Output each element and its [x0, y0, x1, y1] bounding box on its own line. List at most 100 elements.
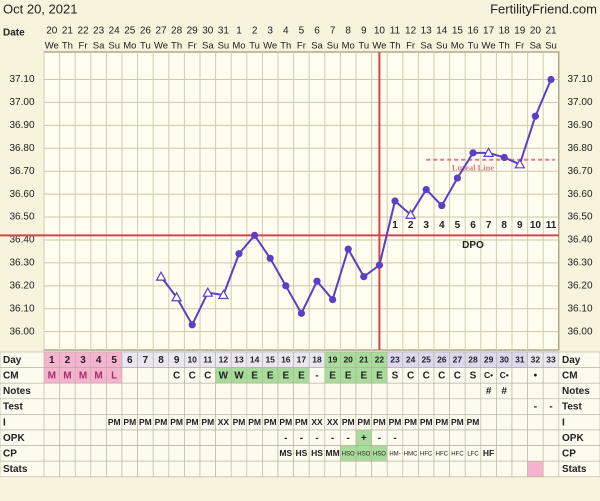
y-tick-label: 36.50 [9, 212, 34, 223]
table-cell [527, 429, 544, 446]
cell-text: 17 [297, 355, 307, 365]
table-cell [277, 398, 294, 415]
row-label: Stats [3, 464, 28, 475]
row-label: OPK [562, 433, 584, 444]
x-tick-label: 15 [452, 26, 464, 37]
table-cell [371, 460, 388, 478]
temperature-point [375, 261, 383, 269]
table-cell [152, 429, 170, 446]
cell-text: 3 [80, 355, 86, 366]
temperature-point [313, 277, 321, 285]
temperature-point [171, 291, 183, 302]
temperature-point [500, 153, 508, 162]
table-cell [246, 398, 263, 415]
cell-text: 5 [111, 355, 117, 366]
table-cell [464, 460, 482, 478]
x-tick-label: 4 [283, 26, 289, 37]
table-cell [106, 460, 123, 478]
cell-text: E [360, 371, 367, 382]
cell-text: 13 [234, 355, 244, 365]
cell-text: 30 [499, 355, 509, 365]
table-cell [43, 398, 60, 415]
cell-text: - [284, 433, 287, 444]
table-cell [90, 398, 107, 415]
x-tick-label: 20 [530, 26, 542, 37]
cell-text: M [63, 371, 71, 382]
weekday-label: We [372, 41, 386, 52]
cell-text: E [329, 371, 336, 382]
table-cell [230, 429, 248, 446]
weekday-label: Sa [202, 41, 214, 52]
cell-text: PM [420, 417, 433, 427]
y-tick-label: 36.00 [567, 326, 592, 337]
temperature-point [405, 209, 417, 219]
cell-text: HMC [404, 451, 418, 457]
table-cell [199, 382, 216, 400]
table-cell [90, 429, 107, 446]
cell-text: S [392, 371, 399, 382]
weekday-label: Tu [468, 41, 479, 52]
cell-text: HSO [342, 451, 355, 457]
table-cell [184, 382, 201, 400]
weekday-label: Th [499, 41, 510, 52]
table-cell [511, 445, 528, 462]
table-cell [262, 398, 279, 415]
cell-text: 20 [343, 355, 353, 365]
table-cell [246, 460, 263, 478]
table-cell [74, 382, 92, 400]
x-tick-label: 24 [109, 26, 121, 37]
table-cell [355, 398, 372, 415]
cell-text: 31 [515, 355, 525, 365]
cell-text: PM [139, 417, 152, 427]
table-cell [464, 429, 482, 446]
table-cell [199, 460, 216, 478]
cell-text: PM [467, 417, 480, 427]
table-cell [464, 382, 482, 400]
cell-text: PM [279, 417, 292, 427]
table-cell [43, 429, 60, 446]
cell-text: E [376, 371, 383, 382]
table-cell [106, 445, 123, 462]
x-tick-label: 19 [514, 26, 526, 37]
cell-text: 22 [375, 355, 385, 365]
table-cell [324, 382, 341, 400]
cell-text: 28 [468, 355, 478, 365]
table-cell [542, 445, 560, 462]
table-cell [402, 460, 419, 478]
table-cell [246, 429, 263, 446]
table-cell [480, 414, 497, 431]
table-cell [137, 445, 154, 462]
table-cell [262, 460, 279, 478]
table-cell [527, 414, 544, 431]
x-tick-label: 9 [361, 26, 367, 37]
weekday-label: Su [327, 41, 339, 52]
x-tick-label: 21 [62, 26, 74, 37]
table-cell [464, 398, 482, 415]
table-cell [246, 445, 263, 462]
x-tick-label: 20 [46, 26, 58, 37]
cell-text: C• [484, 370, 493, 380]
cell-text: PM [233, 417, 246, 427]
weekday-label: Fr [515, 41, 524, 52]
table-cell [121, 445, 138, 462]
table-cell [542, 382, 560, 400]
temperature-point [391, 197, 399, 205]
cell-text: PM [435, 417, 448, 427]
table-cell [355, 382, 372, 400]
table-cell [277, 460, 294, 478]
weekday-label: Fr [79, 41, 88, 52]
row-label: Notes [3, 386, 31, 397]
table-cell [542, 460, 560, 478]
temperature-point [531, 112, 540, 120]
table-cell [184, 398, 201, 415]
table-cell [90, 382, 107, 400]
cell-text: C• [500, 370, 509, 380]
temperature-point [453, 174, 461, 182]
cell-text: C [407, 371, 414, 382]
y-tick-label: 36.80 [9, 143, 34, 154]
weekday-label: We [45, 41, 59, 52]
table-cell [59, 382, 76, 400]
x-tick-label: 27 [155, 26, 167, 37]
table-cell [215, 382, 232, 400]
table-cell [137, 382, 154, 400]
